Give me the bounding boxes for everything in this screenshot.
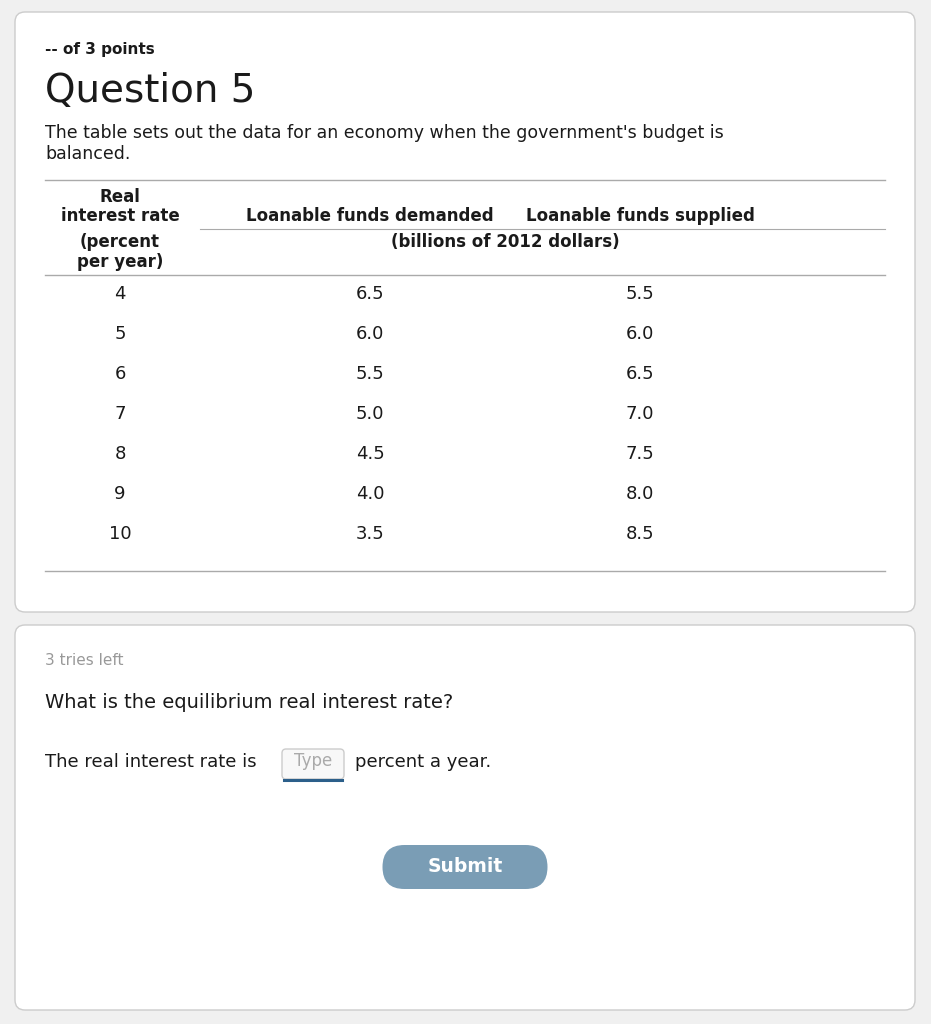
Text: 3.5: 3.5 [356, 525, 385, 543]
Text: 5.0: 5.0 [356, 406, 385, 423]
Text: 8.5: 8.5 [626, 525, 654, 543]
Text: Loanable funds supplied: Loanable funds supplied [526, 207, 754, 225]
Text: interest rate: interest rate [61, 207, 180, 225]
Text: (billions of 2012 dollars): (billions of 2012 dollars) [391, 233, 619, 251]
Text: 6.5: 6.5 [626, 365, 654, 383]
Text: 6.0: 6.0 [626, 325, 654, 343]
Text: The real interest rate is: The real interest rate is [45, 753, 257, 771]
Text: 6: 6 [115, 365, 126, 383]
Text: 3 tries left: 3 tries left [45, 653, 124, 668]
Text: Type: Type [294, 752, 332, 770]
Text: 9: 9 [115, 485, 126, 503]
Text: 8.0: 8.0 [626, 485, 654, 503]
Text: 8: 8 [115, 445, 126, 463]
Text: Question 5: Question 5 [45, 72, 255, 110]
Text: 4: 4 [115, 285, 126, 303]
Text: Submit: Submit [427, 857, 503, 877]
Text: What is the equilibrium real interest rate?: What is the equilibrium real interest ra… [45, 693, 453, 712]
Text: percent a year.: percent a year. [355, 753, 492, 771]
Text: 4.0: 4.0 [356, 485, 385, 503]
Text: -- of 3 points: -- of 3 points [45, 42, 155, 57]
Text: 7.0: 7.0 [626, 406, 654, 423]
Text: 10: 10 [109, 525, 131, 543]
Text: Loanable funds demanded: Loanable funds demanded [246, 207, 493, 225]
FancyBboxPatch shape [383, 845, 547, 889]
FancyBboxPatch shape [15, 12, 915, 612]
Text: 6.5: 6.5 [356, 285, 385, 303]
FancyBboxPatch shape [282, 749, 344, 779]
Text: (percent: (percent [80, 233, 160, 251]
Text: balanced.: balanced. [45, 145, 130, 163]
Text: per year): per year) [77, 253, 163, 271]
FancyBboxPatch shape [15, 625, 915, 1010]
Text: The table sets out the data for an economy when the government's budget is: The table sets out the data for an econo… [45, 124, 723, 142]
Text: 7.5: 7.5 [626, 445, 654, 463]
Text: 5.5: 5.5 [626, 285, 654, 303]
Text: 5.5: 5.5 [356, 365, 385, 383]
Text: 7: 7 [115, 406, 126, 423]
Text: Real: Real [100, 188, 141, 206]
Text: 5: 5 [115, 325, 126, 343]
Text: 4.5: 4.5 [356, 445, 385, 463]
Text: 6.0: 6.0 [356, 325, 385, 343]
